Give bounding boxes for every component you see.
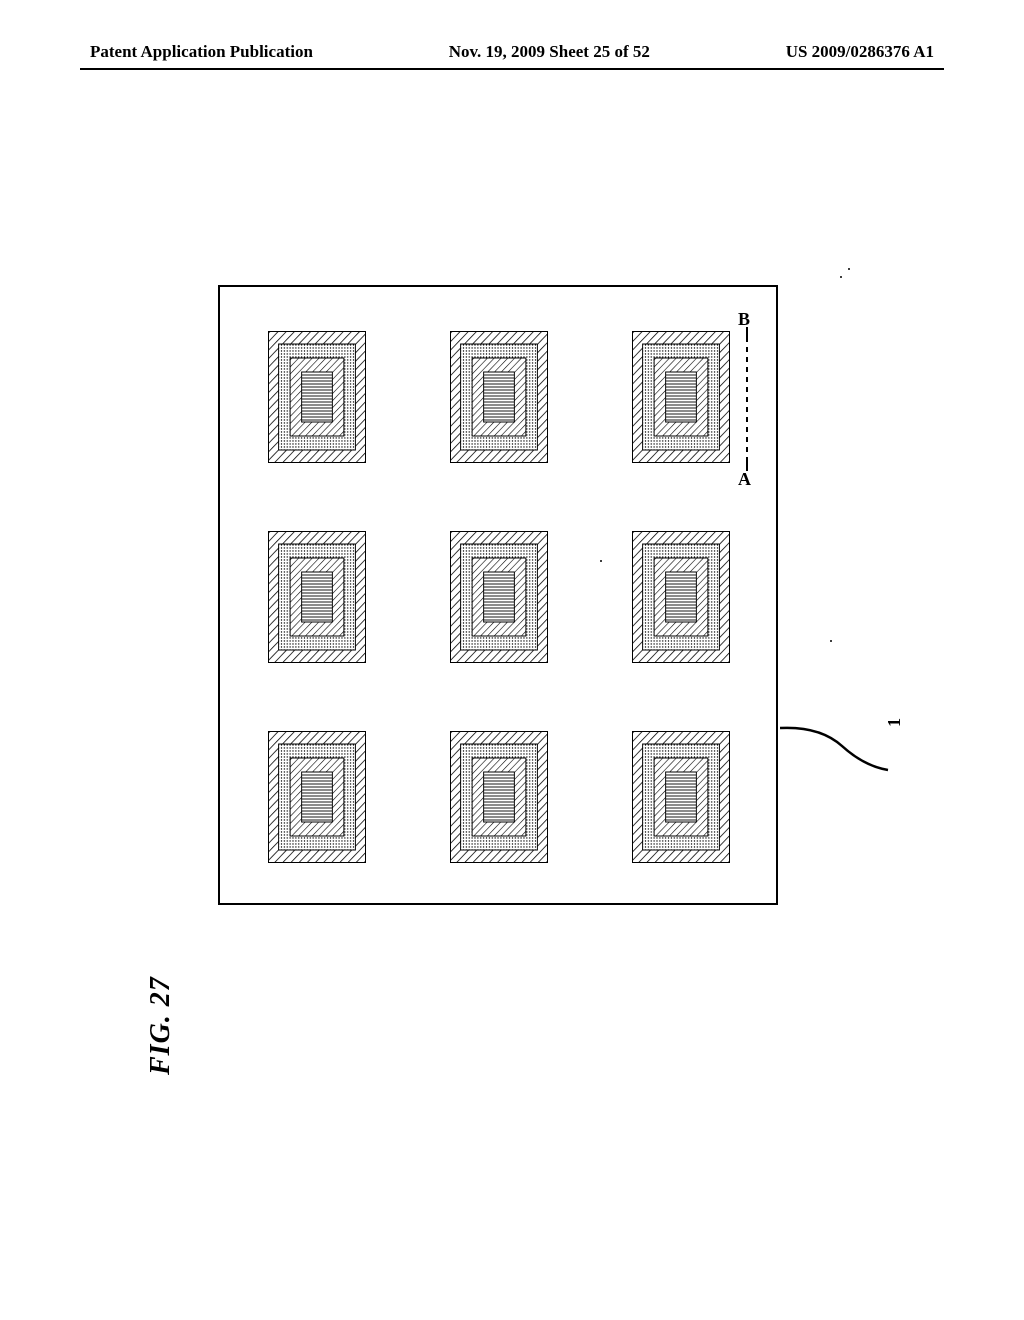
- section-label-a: A: [738, 469, 751, 490]
- artifact-speck: [848, 268, 850, 270]
- header-date-sheet: Nov. 19, 2009 Sheet 25 of 52: [449, 42, 650, 62]
- die-pattern: [633, 732, 729, 862]
- die-cell: [632, 731, 730, 863]
- page-header: Patent Application Publication Nov. 19, …: [0, 42, 1024, 62]
- die-pattern: [269, 732, 365, 862]
- die-cell: [632, 531, 730, 663]
- die-pattern: [451, 532, 547, 662]
- header-pub-number: US 2009/0286376 A1: [786, 42, 934, 62]
- artifact-speck: [830, 640, 832, 642]
- figure-label: FIG. 27: [145, 976, 177, 1075]
- die-cell: [450, 331, 548, 463]
- leader-line-ref-1: [780, 724, 910, 784]
- wafer-outline: B A: [218, 285, 778, 905]
- die-pattern: [269, 532, 365, 662]
- die-pattern: [633, 532, 729, 662]
- die-pattern: [633, 332, 729, 462]
- die-cell: [268, 731, 366, 863]
- reference-numeral-1: 1: [884, 718, 905, 727]
- die-pattern: [451, 332, 547, 462]
- die-pattern: [451, 732, 547, 862]
- die-cell: [268, 531, 366, 663]
- artifact-speck: [600, 560, 602, 562]
- die-pattern: [269, 332, 365, 462]
- section-line-ab: [744, 327, 750, 471]
- die-cell: [450, 731, 548, 863]
- die-cell: [268, 331, 366, 463]
- die-grid: [268, 331, 730, 863]
- die-cell: [450, 531, 548, 663]
- die-cell: [632, 331, 730, 463]
- header-pub-type: Patent Application Publication: [90, 42, 313, 62]
- header-rule: [80, 68, 944, 70]
- artifact-speck: [840, 276, 842, 278]
